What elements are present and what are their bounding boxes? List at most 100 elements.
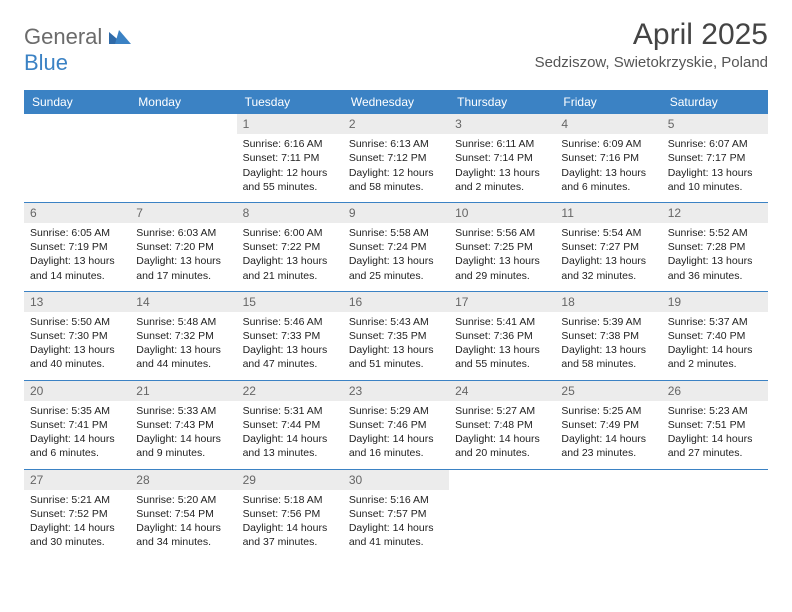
day-number: 27	[24, 470, 130, 490]
daylight-text: Daylight: 13 hours	[561, 166, 655, 180]
daylight-text: Daylight: 13 hours	[349, 254, 443, 268]
calendar-table: SundayMondayTuesdayWednesdayThursdayFrid…	[24, 90, 768, 557]
day-header-thursday: Thursday	[449, 90, 555, 114]
daylight-text: and 58 minutes.	[561, 357, 655, 371]
sunset-text: Sunset: 7:38 PM	[561, 329, 655, 343]
daylight-text: and 30 minutes.	[30, 535, 124, 549]
daylight-text: Daylight: 14 hours	[30, 521, 124, 535]
sunrise-text: Sunrise: 5:58 AM	[349, 226, 443, 240]
sunrise-text: Sunrise: 5:54 AM	[561, 226, 655, 240]
sunset-text: Sunset: 7:57 PM	[349, 507, 443, 521]
sunset-text: Sunset: 7:11 PM	[243, 151, 337, 165]
day-number: 3	[449, 114, 555, 134]
day-number: 18	[555, 292, 661, 312]
day-number: 6	[24, 203, 130, 223]
day-number: 1	[237, 114, 343, 134]
daylight-text: Daylight: 12 hours	[243, 166, 337, 180]
sunset-text: Sunset: 7:52 PM	[30, 507, 124, 521]
daylight-text: and 14 minutes.	[30, 269, 124, 283]
day-cell: 27 Sunrise: 5:21 AMSunset: 7:52 PMDayligh…	[24, 469, 130, 557]
day-number: 15	[237, 292, 343, 312]
sunrise-text: Sunrise: 5:46 AM	[243, 315, 337, 329]
day-cell: 22Sunrise: 5:31 AMSunset: 7:44 PMDayligh…	[237, 380, 343, 469]
sunset-text: Sunset: 7:28 PM	[668, 240, 762, 254]
daylight-text: Daylight: 14 hours	[668, 343, 762, 357]
daylight-text: and 41 minutes.	[349, 535, 443, 549]
daylight-text: Daylight: 13 hours	[455, 343, 549, 357]
day-cell	[24, 114, 130, 202]
daylight-text: and 6 minutes.	[30, 446, 124, 460]
sunrise-text: Sunrise: 6:00 AM	[243, 226, 337, 240]
day-cell: 7Sunrise: 6:03 AMSunset: 7:20 PMDaylight…	[130, 202, 236, 291]
daylight-text: and 17 minutes.	[136, 269, 230, 283]
daylight-text: and 29 minutes.	[455, 269, 549, 283]
sunrise-text: Sunrise: 5:21 AM	[30, 493, 124, 507]
daylight-text: and 21 minutes.	[243, 269, 337, 283]
day-header-monday: Monday	[130, 90, 236, 114]
daylight-text: and 25 minutes.	[349, 269, 443, 283]
day-number: 4	[555, 114, 661, 134]
sunset-text: Sunset: 7:22 PM	[243, 240, 337, 254]
brand-logo: General Blue	[24, 24, 131, 76]
page-header: General Blue April 2025 Sedziszow, Swiet…	[24, 18, 768, 76]
daylight-text: and 27 minutes.	[668, 446, 762, 460]
daylight-text: Daylight: 14 hours	[455, 432, 549, 446]
day-number: 23	[343, 381, 449, 401]
daylight-text: Daylight: 13 hours	[668, 254, 762, 268]
sunset-text: Sunset: 7:43 PM	[136, 418, 230, 432]
sunrise-text: Sunrise: 6:03 AM	[136, 226, 230, 240]
day-header-wednesday: Wednesday	[343, 90, 449, 114]
day-number: 2	[343, 114, 449, 134]
day-cell: 2Sunrise: 6:13 AMSunset: 7:12 PMDaylight…	[343, 114, 449, 202]
sunrise-text: Sunrise: 5:52 AM	[668, 226, 762, 240]
sunrise-text: Sunrise: 5:39 AM	[561, 315, 655, 329]
calendar-body: 1Sunrise: 6:16 AMSunset: 7:11 PMDaylight…	[24, 114, 768, 557]
sunrise-text: Sunrise: 5:50 AM	[30, 315, 124, 329]
sunrise-text: Sunrise: 6:16 AM	[243, 137, 337, 151]
daylight-text: and 44 minutes.	[136, 357, 230, 371]
day-cell: 13Sunrise: 5:50 AMSunset: 7:30 PMDayligh…	[24, 291, 130, 380]
day-cell	[449, 469, 555, 557]
daylight-text: and 51 minutes.	[349, 357, 443, 371]
sunset-text: Sunset: 7:25 PM	[455, 240, 549, 254]
day-cell	[662, 469, 768, 557]
day-cell: 20Sunrise: 5:35 AMSunset: 7:41 PMDayligh…	[24, 380, 130, 469]
day-cell: 16Sunrise: 5:43 AMSunset: 7:35 PMDayligh…	[343, 291, 449, 380]
day-number: 24	[449, 381, 555, 401]
daylight-text: Daylight: 13 hours	[349, 343, 443, 357]
sunrise-text: Sunrise: 5:31 AM	[243, 404, 337, 418]
day-cell: 4Sunrise: 6:09 AMSunset: 7:16 PMDaylight…	[555, 114, 661, 202]
sunrise-text: Sunrise: 5:56 AM	[455, 226, 549, 240]
day-cell: 15Sunrise: 5:46 AMSunset: 7:33 PMDayligh…	[237, 291, 343, 380]
sunrise-text: Sunrise: 6:07 AM	[668, 137, 762, 151]
sunset-text: Sunset: 7:51 PM	[668, 418, 762, 432]
day-number: 29	[237, 470, 343, 490]
day-cell: 30Sunrise: 5:16 AMSunset: 7:57 PMDayligh…	[343, 469, 449, 557]
daylight-text: Daylight: 13 hours	[561, 254, 655, 268]
sunset-text: Sunset: 7:49 PM	[561, 418, 655, 432]
day-cell: 19Sunrise: 5:37 AMSunset: 7:40 PMDayligh…	[662, 291, 768, 380]
daylight-text: Daylight: 13 hours	[30, 343, 124, 357]
daylight-text: and 40 minutes.	[30, 357, 124, 371]
daylight-text: Daylight: 14 hours	[561, 432, 655, 446]
week-row: 13Sunrise: 5:50 AMSunset: 7:30 PMDayligh…	[24, 291, 768, 380]
sunrise-text: Sunrise: 6:05 AM	[30, 226, 124, 240]
day-cell: 25Sunrise: 5:25 AMSunset: 7:49 PMDayligh…	[555, 380, 661, 469]
day-cell: 12Sunrise: 5:52 AMSunset: 7:28 PMDayligh…	[662, 202, 768, 291]
sunset-text: Sunset: 7:33 PM	[243, 329, 337, 343]
daylight-text: Daylight: 13 hours	[668, 166, 762, 180]
sunset-text: Sunset: 7:27 PM	[561, 240, 655, 254]
sunrise-text: Sunrise: 6:11 AM	[455, 137, 549, 151]
day-number: 11	[555, 203, 661, 223]
sunrise-text: Sunrise: 5:23 AM	[668, 404, 762, 418]
daylight-text: Daylight: 12 hours	[349, 166, 443, 180]
daylight-text: and 10 minutes.	[668, 180, 762, 194]
sunrise-text: Sunrise: 5:33 AM	[136, 404, 230, 418]
daylight-text: Daylight: 14 hours	[136, 521, 230, 535]
daylight-text: Daylight: 14 hours	[243, 432, 337, 446]
brand-part2: Blue	[24, 50, 68, 75]
day-number: 30	[343, 470, 449, 490]
day-number: 14	[130, 292, 236, 312]
sunrise-text: Sunrise: 5:29 AM	[349, 404, 443, 418]
sunrise-text: Sunrise: 5:20 AM	[136, 493, 230, 507]
